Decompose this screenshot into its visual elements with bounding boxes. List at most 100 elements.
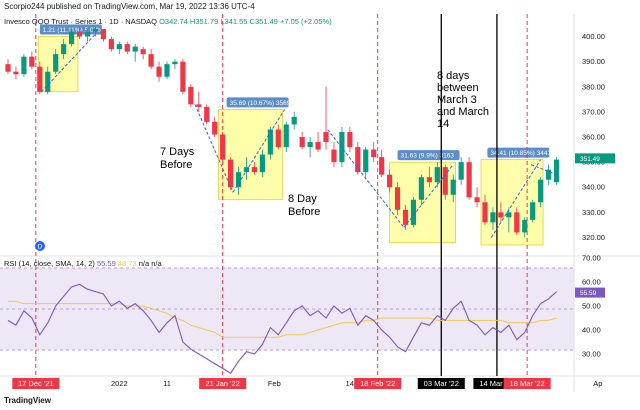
rsi-last-label: 55.59 (580, 290, 597, 297)
candle-3 (29, 56, 35, 67)
x-highlight-bg-0 (12, 378, 60, 389)
candle-49 (394, 187, 401, 210)
annotation-between-line1: 8 days (437, 70, 470, 82)
annotation-7-days: 7 Days Before (160, 146, 197, 171)
trend-line-4 (327, 129, 405, 228)
x-highlight-bg-1 (199, 378, 247, 389)
x-tick-2: Feb (268, 379, 281, 388)
price-range-label-3: 31.63 (9.9%) 3163 (401, 153, 455, 160)
trend-line-3 (232, 109, 286, 193)
candle-54 (434, 167, 440, 183)
candle-21 (172, 61, 178, 65)
annotation-between-line3: March 3 (437, 94, 477, 106)
candle-16 (132, 46, 138, 52)
candle-53 (426, 177, 432, 183)
dividend-badge-label: D (38, 244, 43, 251)
candle-11 (92, 29, 99, 32)
candle-7 (61, 44, 67, 55)
candle-47 (379, 157, 385, 175)
candle-37 (299, 137, 305, 148)
candle-51 (410, 199, 417, 225)
candle-50 (402, 209, 409, 225)
candle-23 (188, 86, 194, 105)
candle-34 (275, 129, 281, 148)
tradingview-logo[interactable]: TradingView (4, 396, 51, 405)
annotation-8-days-between: 8 days between March 3 and March 14 (437, 70, 492, 130)
candle-35 (283, 124, 289, 148)
candle-17 (140, 49, 146, 55)
x-highlight-bg-3 (417, 378, 465, 389)
x-highlight-bg-4 (473, 378, 521, 389)
rsi-band (0, 268, 574, 350)
candle-60 (482, 202, 488, 223)
candle-10 (84, 31, 91, 37)
dividend-badge[interactable] (35, 241, 45, 251)
x-highlight-bg-5 (503, 378, 551, 389)
trend-line-5 (403, 164, 454, 228)
trend-line-1 (41, 33, 96, 93)
price-range-label-2: 35.69 (10.67%) 3569 (230, 100, 291, 107)
candle-12 (100, 29, 106, 40)
candle-32 (259, 154, 265, 173)
candle-31 (251, 167, 258, 173)
rsi-line (7, 283, 557, 374)
price-tick-330: 330.00 (582, 208, 605, 217)
price-tick-390: 390.00 (582, 57, 605, 66)
candle-41 (331, 149, 337, 163)
price-tick-380: 380.00 (582, 82, 605, 91)
annotation-between-line5: 14 (437, 118, 449, 130)
candle-8 (69, 31, 75, 45)
candle-57 (458, 162, 464, 180)
rsi-last-badge (575, 287, 605, 298)
ohlc-values: O342.74 H351.79 L341.55 C351.49 +7.05 (+… (159, 17, 332, 26)
price-tick-370: 370.00 (582, 107, 605, 116)
last-price-badge (575, 153, 615, 164)
candle-45 (363, 149, 369, 173)
rsi-tick-40: 40.00 (582, 326, 601, 335)
trend-line-7 (530, 164, 557, 176)
candle-27 (220, 134, 226, 160)
rsi-tick-30: 30.00 (582, 350, 601, 359)
candle-24 (196, 104, 202, 107)
candle-29 (235, 172, 242, 188)
price-tick-360: 360.00 (582, 133, 605, 142)
rsi-value: 55.59 (96, 259, 116, 268)
candle-58 (466, 162, 472, 198)
publish-header: Scorpio244 published on TradingView.com,… (4, 2, 255, 11)
price-range-label-bg-3 (397, 150, 460, 161)
candle-36 (291, 116, 297, 125)
price-range-label-bg-4 (487, 147, 550, 158)
x-tick-4: Ap (593, 379, 602, 388)
x-highlight-4: 14 Mar '22 (479, 379, 514, 388)
candle-0 (5, 64, 11, 72)
candle-48 (387, 174, 393, 188)
candle-9 (76, 31, 83, 37)
annotation-between-line4: and March (437, 106, 489, 118)
x-highlight-bg-2 (354, 378, 402, 389)
candle-26 (212, 121, 218, 135)
rsi-na: n/a n/a (138, 259, 162, 268)
price-tick-320: 320.00 (582, 233, 605, 242)
candle-15 (124, 44, 130, 52)
candle-22 (180, 61, 186, 92)
price-range-label-bg-2 (226, 97, 289, 108)
candle-65 (522, 219, 528, 233)
candle-2 (21, 56, 27, 75)
candle-38 (307, 142, 313, 148)
candle-39 (315, 142, 321, 150)
candle-69 (553, 159, 560, 183)
last-price-label: 351.49 (580, 156, 600, 163)
x-highlight-3: 03 Mar '22 (424, 379, 459, 388)
price-range-label-4: 34.41 (10.85%) 3441 (490, 150, 551, 157)
rsi-tick-70: 70.00 (582, 254, 601, 263)
candle-33 (267, 129, 273, 155)
price-tick-400: 400.00 (582, 32, 605, 41)
candle-68 (546, 169, 552, 180)
candle-67 (538, 179, 544, 203)
symbol-name: Invesco QQQ Trust · Series 1 · 1D · NASD… (4, 17, 157, 26)
rsi-tick-50: 50.00 (582, 302, 601, 311)
x-highlight-2: 18 Feb '22 (360, 379, 395, 388)
candle-25 (204, 106, 210, 122)
rsi-legend: RSI (14, close, SMA, 14, 2) 55.59 48.73 … (4, 259, 162, 268)
